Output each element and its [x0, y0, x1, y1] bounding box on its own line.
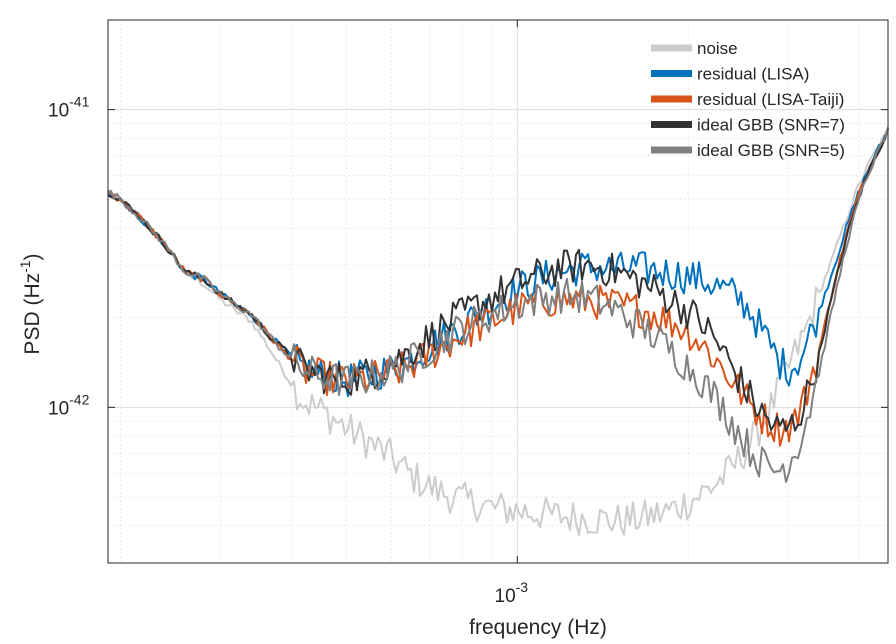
legend-label: noise — [697, 39, 738, 58]
legend-label: residual (LISA-Taiji) — [697, 90, 844, 109]
series-line-4 — [107, 126, 889, 483]
series-lines — [107, 126, 889, 537]
y-axis-label: PSD (Hz-1) — [17, 253, 44, 354]
axes-box — [107, 19, 889, 564]
x-axis-label: frequency (Hz) — [469, 616, 607, 639]
y-tick-label: 10-41 — [48, 94, 90, 122]
y-tick-label: 10-42 — [48, 391, 90, 419]
series-line-0 — [107, 128, 889, 537]
y-axis-label-close: ) — [21, 253, 44, 260]
y-axis-label-exponent: -1 — [17, 260, 33, 273]
ticks: 10-3 10-42 10-41 — [48, 20, 888, 607]
x-tick-label: 10-3 — [495, 579, 529, 607]
legend-label: ideal GBB (SNR=5) — [697, 141, 845, 160]
legend-label: ideal GBB (SNR=7) — [697, 116, 845, 135]
y-axis-label-base: PSD (Hz — [21, 273, 44, 355]
legend: noise residual (LISA) residual (LISA-Taiji… — [651, 39, 845, 160]
legend-label: residual (LISA) — [697, 65, 809, 84]
